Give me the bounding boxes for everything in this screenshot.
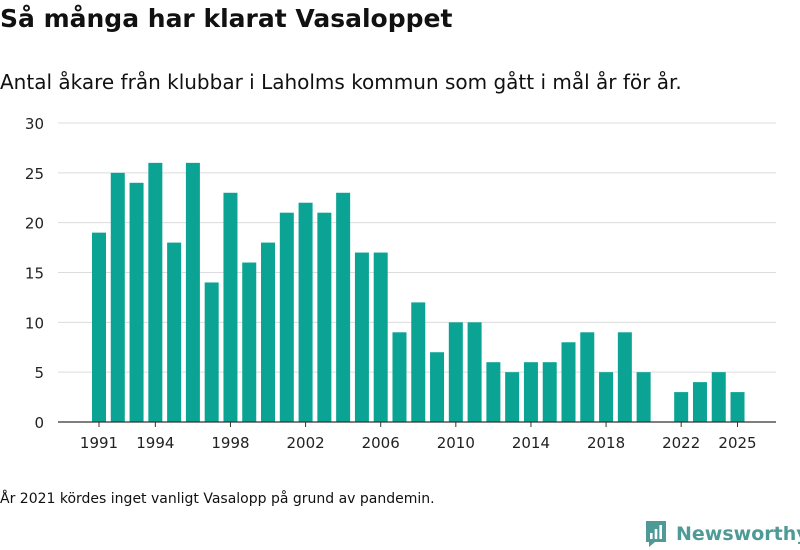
bar bbox=[580, 332, 595, 422]
bar bbox=[242, 262, 257, 422]
y-tick-label: 15 bbox=[25, 265, 44, 283]
x-tick-label: 2025 bbox=[718, 434, 756, 452]
bar bbox=[467, 322, 482, 422]
x-tick-label: 2006 bbox=[362, 434, 400, 452]
bar bbox=[204, 282, 219, 422]
bar bbox=[542, 362, 557, 422]
x-tick-label: 2010 bbox=[437, 434, 475, 452]
y-tick-label: 30 bbox=[25, 115, 44, 133]
bar bbox=[167, 242, 182, 422]
bar bbox=[354, 252, 369, 422]
bar bbox=[261, 242, 276, 422]
bar bbox=[129, 182, 144, 422]
bar bbox=[148, 162, 163, 422]
x-tick-label: 2002 bbox=[286, 434, 324, 452]
y-tick-label: 5 bbox=[34, 364, 44, 382]
brand-name: Newsworthy bbox=[676, 523, 800, 545]
bar bbox=[317, 212, 332, 422]
y-tick-label: 25 bbox=[25, 165, 44, 183]
bar bbox=[486, 362, 501, 422]
bar bbox=[692, 382, 707, 422]
bar bbox=[430, 352, 445, 422]
y-tick-label: 20 bbox=[25, 215, 44, 233]
bar bbox=[599, 372, 614, 422]
bar bbox=[373, 252, 388, 422]
bar bbox=[730, 392, 745, 422]
x-tick-label: 1991 bbox=[80, 434, 118, 452]
footnote: År 2021 kördes inget vanligt Vasalopp på… bbox=[0, 491, 435, 507]
x-tick-label: 2022 bbox=[662, 434, 700, 452]
bar bbox=[336, 192, 351, 422]
bar bbox=[448, 322, 463, 422]
bar bbox=[617, 332, 632, 422]
bar bbox=[392, 332, 407, 422]
chart-subtitle: Antal åkare från klubbar i Laholms kommu… bbox=[0, 70, 682, 94]
bar bbox=[92, 232, 106, 422]
y-tick-label: 10 bbox=[25, 314, 44, 332]
y-tick-label: 0 bbox=[34, 414, 44, 432]
bar bbox=[711, 372, 726, 422]
bar bbox=[636, 372, 651, 422]
bar bbox=[505, 372, 520, 422]
x-tick-label: 1998 bbox=[211, 434, 249, 452]
x-tick-label: 2018 bbox=[587, 434, 625, 452]
bar bbox=[674, 392, 689, 422]
bar bbox=[411, 302, 426, 422]
bar bbox=[223, 192, 238, 422]
x-tick-label: 2014 bbox=[512, 434, 550, 452]
bar bbox=[279, 212, 294, 422]
chart-title: Så många har klarat Vasaloppet bbox=[0, 4, 453, 33]
bar bbox=[561, 342, 576, 422]
newsworthy-logo-icon bbox=[646, 521, 666, 547]
brand-logo: Newsworthy bbox=[644, 519, 800, 549]
bar bbox=[523, 362, 538, 422]
x-tick-label: 1994 bbox=[136, 434, 174, 452]
bar bbox=[185, 162, 200, 422]
bar bbox=[298, 202, 313, 422]
bar bbox=[110, 172, 125, 422]
